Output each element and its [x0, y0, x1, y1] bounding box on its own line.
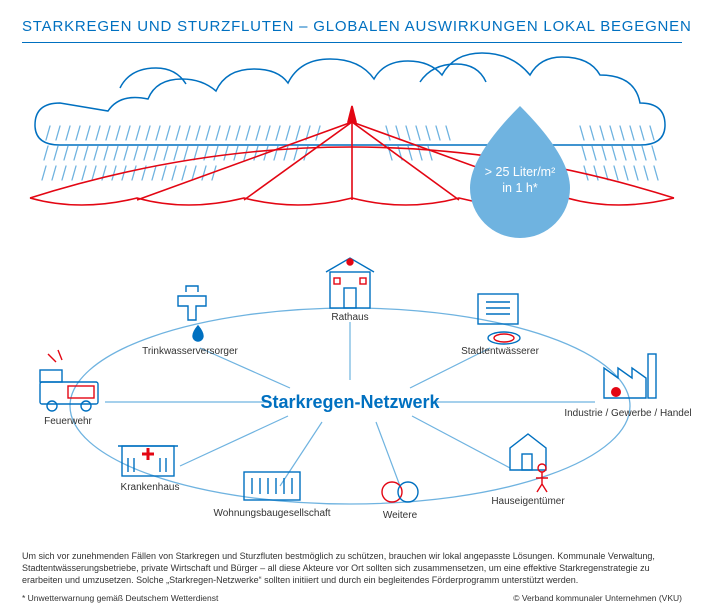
body-text: Um sich vor zunehmenden Fällen von Stark… [22, 550, 682, 586]
circles-icon [382, 482, 418, 502]
house-icon [510, 434, 548, 492]
title-rule [22, 42, 682, 43]
townhall-icon [326, 258, 374, 308]
firetruck-icon [40, 350, 98, 411]
node-label-wohnungsbau: Wohnungsbaugesellschaft [213, 508, 330, 519]
copyright: © Verband kommunaler Unternehmen (VKU) [513, 593, 682, 603]
node-label-feuerwehr: Feuerwehr [44, 416, 92, 427]
node-label-rathaus: Rathaus [331, 312, 368, 323]
block-icon [244, 472, 300, 500]
tap-icon [178, 286, 206, 341]
node-label-trinkwasser: Trinkwasserversorger [142, 346, 238, 357]
footnote: * Unwetterwarnung gemäß Deutschem Wetter… [22, 593, 218, 603]
infographic-scene: > 25 Liter/m² in 1 h* Starkregen-Netzwer… [0, 48, 704, 548]
droplet-line2: in 1 h* [502, 181, 538, 195]
drain-icon [478, 294, 520, 344]
hospital-icon [118, 446, 178, 476]
node-label-krankenhaus: Krankenhaus [121, 482, 180, 493]
node-label-hauseigentuemer: Hauseigentümer [491, 496, 565, 507]
node-label-stadtentwaesserer: Stadtentwässerer [461, 346, 539, 357]
node-label-weitere: Weitere [383, 510, 418, 521]
factory-icon [604, 354, 656, 398]
node-icons [40, 258, 656, 502]
page-title: STARKREGEN UND STURZFLUTEN – GLOBALEN AU… [22, 18, 692, 35]
node-label-industrie: Industrie / Gewerbe / Handel [564, 408, 691, 419]
droplet-line1: > 25 Liter/m² [485, 165, 556, 179]
clouds [35, 53, 665, 145]
center-label: Starkregen-Netzwerk [260, 392, 440, 412]
